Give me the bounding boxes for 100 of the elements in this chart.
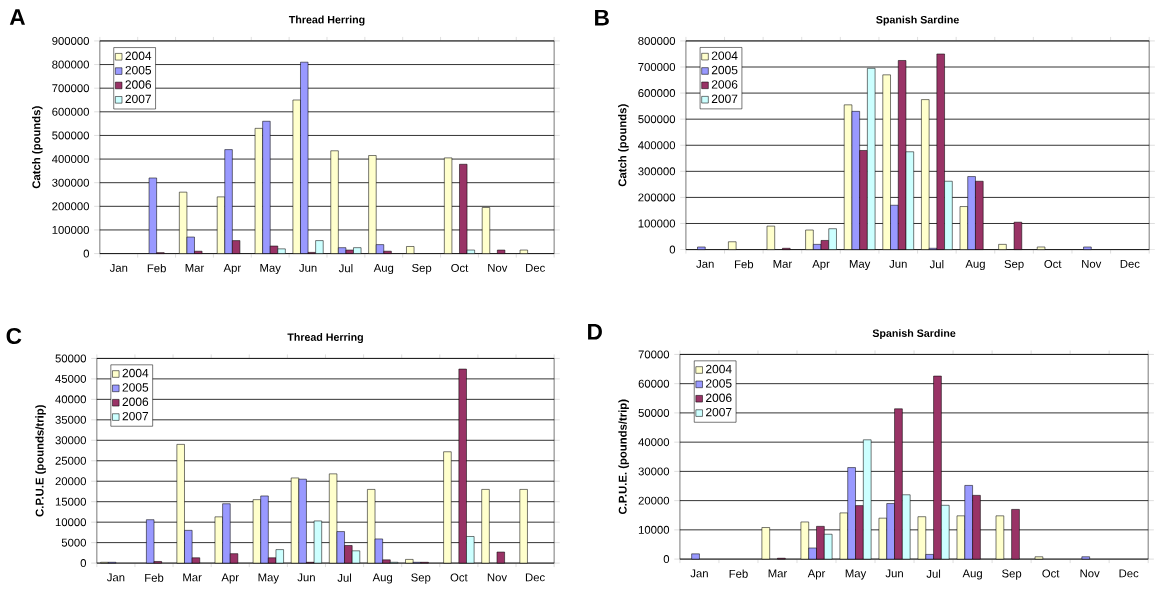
y-tick-label: 400000 [51,155,90,164]
x-tick-label: Feb [145,573,164,582]
y-tick-label: 900000 [52,36,90,45]
x-tick-label: May [258,573,279,584]
x-tick-label: Jul [337,573,352,582]
y-tick-label: 200000 [638,193,676,202]
x-tick-label: Apr [807,569,826,580]
y-tick-label: 0 [80,559,87,568]
x-tick-label: Jan [690,569,708,578]
x-tick-label: May [260,263,281,275]
y-tick-label: 0 [663,555,670,564]
legend-label: 2005 [125,65,152,75]
x-tick-label: May [845,569,867,580]
y-tick-label: 70000 [638,350,670,359]
y-tick-label: 800000 [638,36,676,45]
x-tick-label: Jun [885,569,903,578]
y-tick-label: 20000 [638,496,670,505]
y-axis-title: Catch (pounds) [32,106,43,189]
x-tick-label: Jun [299,263,317,272]
x-tick-label: Sep [1002,569,1022,580]
text: C [6,327,22,345]
x-tick-label: Mar [185,263,205,272]
x-tick-label: Aug [965,259,985,271]
y-tick-label: 50000 [55,354,87,363]
x-tick-label: Apr [812,259,830,271]
x-tick-label: Jul [929,259,944,269]
x-tick-label: Dec [1119,569,1139,578]
y-tick-label: 10000 [638,525,670,534]
y-tick-label: 100000 [638,219,676,228]
x-tick-label: Mar [768,569,788,578]
y-tick-label: 700000 [638,63,676,71]
x-tick-label: Aug [373,263,394,275]
y-tick-label: 20000 [55,477,87,486]
y-tick-label: 500000 [52,131,90,140]
legend-label: 2007 [122,411,149,421]
y-tick-label: 700000 [52,84,90,93]
x-tick-label: Sep [411,573,431,584]
x-tick-label: Jul [338,263,353,273]
y-tick-label: 0 [83,249,90,258]
y-axis-title: C.P.U.E (pounds/trip) [35,405,46,517]
y-tick-label: 200000 [52,202,90,211]
x-tick-label: Jun [889,259,907,268]
chart-title: Spanish Sardine [872,329,956,340]
y-tick-label: 100000 [52,225,90,234]
x-tick-label: Feb [147,263,166,273]
chart-title: Spanish Sardine [876,15,959,26]
x-tick-label: Sep [412,263,432,275]
x-tick-label: Oct [450,573,468,582]
y-tick-label: 500000 [638,115,676,124]
legend-label: 2005 [122,383,149,392]
y-tick-label: 600000 [52,107,90,116]
y-tick-label: 45000 [55,374,87,383]
x-tick-label: Aug [372,573,392,584]
legend-label: 2006 [122,397,149,407]
y-tick-label: 30000 [638,467,670,476]
y-tick-label: 40000 [638,438,670,447]
x-tick-label: Jan [109,263,128,272]
x-tick-label: Oct [1044,259,1062,268]
x-tick-label: Nov [1080,569,1100,578]
x-tick-label: Mar [773,259,792,268]
y-tick-label: 15000 [55,497,87,506]
x-tick-label: Oct [451,263,469,272]
chart-title: Thread Herring [288,15,365,26]
legend-label: 2004 [125,51,152,61]
text: B [595,9,609,26]
y-tick-label: 400000 [638,141,676,150]
y-axis-title: Catch (pounds) [618,104,629,187]
x-tick-label: Sep [1004,259,1024,271]
x-tick-label: Jan [106,573,125,582]
legend-label: 2007 [125,94,151,104]
x-tick-label: Jun [297,573,315,582]
legend-label: 2006 [711,80,738,89]
y-tick-label: 35000 [55,415,87,424]
legend-label: 2004 [122,368,149,378]
y-tick-label: 25000 [55,456,87,465]
x-tick-label: Feb [735,259,754,269]
x-tick-label: May [849,259,871,271]
x-tick-label: Jan [696,259,714,268]
y-axis-title: C.P.U.E. (pounds/trip) [618,399,629,515]
x-tick-label: Nov [1082,259,1102,268]
y-tick-label: 600000 [638,89,676,98]
y-tick-label: 30000 [55,436,87,445]
x-tick-label: Nov [488,263,508,272]
x-tick-label: Jul [926,569,941,578]
y-tick-label: 60000 [638,379,670,388]
y-tick-label: 300000 [52,178,90,187]
x-tick-label: Dec [1120,259,1140,268]
x-tick-label: Apr [221,573,239,584]
y-tick-label: 800000 [52,60,90,69]
legend-label: 2007 [711,94,738,103]
legend-label: 2004 [711,51,738,60]
text: A [9,9,25,25]
chart-title: Thread Herring [287,333,363,344]
x-tick-label: Dec [526,263,545,272]
x-tick-label: Dec [525,573,545,582]
x-tick-label: Nov [487,573,507,582]
legend-label: 2007 [706,407,732,417]
x-tick-label: Feb [729,569,748,578]
x-tick-label: Mar [183,573,202,582]
y-tick-label: 40000 [55,395,87,404]
